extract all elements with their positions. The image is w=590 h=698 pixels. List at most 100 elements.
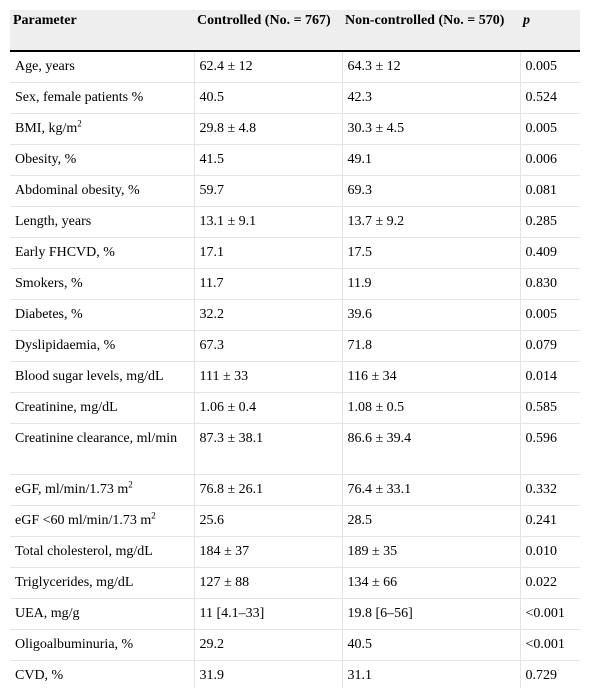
table-row: UEA, mg/g 11 [4.1–33] 19.8 [6–56] <0.001 <box>10 598 580 630</box>
data-table: Parameter Controlled (No. = 767) Non-con… <box>10 10 580 688</box>
parameter-label: Creatinine, mg/dL <box>15 400 118 415</box>
cell-p-value: 0.285 <box>519 206 580 238</box>
superscript: 2 <box>151 510 156 521</box>
cell-parameter: Creatinine clearance, ml/min <box>10 423 194 475</box>
cell-noncontrolled: 39.6 <box>341 299 520 331</box>
parameter-label: Triglycerides, mg/dL <box>15 575 134 590</box>
header-p: p <box>520 10 580 52</box>
cell-parameter: BMI, kg/m2 <box>10 113 194 145</box>
cell-p-value: <0.001 <box>519 629 580 661</box>
cell-p-value: 0.241 <box>519 505 580 537</box>
parameter-label: Blood sugar levels, mg/dL <box>15 369 164 384</box>
cell-controlled: 1.06 ± 0.4 <box>193 392 342 424</box>
cell-parameter: CVD, % <box>10 660 194 688</box>
cell-noncontrolled: 86.6 ± 39.4 <box>341 423 520 475</box>
cell-parameter: Age, years <box>10 51 194 83</box>
cell-parameter: Triglycerides, mg/dL <box>10 567 194 599</box>
cell-noncontrolled: 76.4 ± 33.1 <box>341 474 520 506</box>
cell-controlled: 31.9 <box>193 660 342 688</box>
cell-p-value: 0.596 <box>519 423 580 475</box>
cell-p-value: 0.005 <box>519 51 580 83</box>
cell-parameter: Oligoalbuminuria, % <box>10 629 194 661</box>
cell-controlled: 13.1 ± 9.1 <box>193 206 342 238</box>
cell-controlled: 41.5 <box>193 144 342 176</box>
cell-noncontrolled: 69.3 <box>341 175 520 207</box>
cell-p-value: 0.022 <box>519 567 580 599</box>
cell-p-value: 0.332 <box>519 474 580 506</box>
cell-controlled: 17.1 <box>193 237 342 269</box>
cell-noncontrolled: 28.5 <box>341 505 520 537</box>
parameter-label: eGF, ml/min/1.73 m <box>15 482 129 497</box>
superscript: 2 <box>77 118 82 129</box>
parameter-label: Obesity, % <box>15 152 77 167</box>
table-row: Smokers, % 11.7 11.9 0.830 <box>10 268 580 300</box>
superscript: 2 <box>128 479 133 490</box>
cell-controlled: 29.8 ± 4.8 <box>193 113 342 145</box>
parameter-label: Length, years <box>15 214 92 229</box>
header-row: Parameter Controlled (No. = 767) Non-con… <box>10 10 580 52</box>
cell-p-value: 0.079 <box>519 330 580 362</box>
cell-parameter: Blood sugar levels, mg/dL <box>10 361 194 393</box>
parameter-label: eGF <60 ml/min/1.73 m <box>15 513 152 528</box>
cell-controlled: 67.3 <box>193 330 342 362</box>
table-row: CVD, % 31.9 31.1 0.729 <box>10 660 580 688</box>
cell-p-value: 0.010 <box>519 536 580 568</box>
table-row: Obesity, % 41.5 49.1 0.006 <box>10 144 580 176</box>
cell-p-value: <0.001 <box>519 598 580 630</box>
cell-p-value: 0.524 <box>519 82 580 114</box>
table-row: Total cholesterol, mg/dL 184 ± 37 189 ± 35… <box>10 536 580 568</box>
parameter-label: BMI, kg/m <box>15 121 78 136</box>
cell-controlled: 11 [4.1–33] <box>193 598 342 630</box>
table-container: Parameter Controlled (No. = 767) Non-con… <box>10 10 580 688</box>
cell-p-value: 0.005 <box>519 299 580 331</box>
table-row: Triglycerides, mg/dL 127 ± 88 134 ± 66 0.02… <box>10 567 580 599</box>
table-row: eGF, ml/min/1.73 m2 76.8 ± 26.1 76.4 ± 33.… <box>10 474 580 506</box>
parameter-label: CVD, % <box>15 668 64 683</box>
cell-p-value: 0.014 <box>519 361 580 393</box>
table-row: Creatinine, mg/dL 1.06 ± 0.4 1.08 ± 0.5 0.5… <box>10 392 580 424</box>
cell-noncontrolled: 134 ± 66 <box>341 567 520 599</box>
cell-controlled: 127 ± 88 <box>193 567 342 599</box>
table-row: Diabetes, % 32.2 39.6 0.005 <box>10 299 580 331</box>
cell-noncontrolled: 116 ± 34 <box>341 361 520 393</box>
cell-noncontrolled: 49.1 <box>341 144 520 176</box>
cell-controlled: 111 ± 33 <box>193 361 342 393</box>
cell-controlled: 76.8 ± 26.1 <box>193 474 342 506</box>
cell-noncontrolled: 19.8 [6–56] <box>341 598 520 630</box>
cell-controlled: 11.7 <box>193 268 342 300</box>
cell-noncontrolled: 64.3 ± 12 <box>341 51 520 83</box>
cell-p-value: 0.585 <box>519 392 580 424</box>
cell-controlled: 184 ± 37 <box>193 536 342 568</box>
cell-noncontrolled: 30.3 ± 4.5 <box>341 113 520 145</box>
cell-parameter: Total cholesterol, mg/dL <box>10 536 194 568</box>
parameter-label: Diabetes, % <box>15 307 83 322</box>
cell-p-value: 0.005 <box>519 113 580 145</box>
cell-parameter: Creatinine, mg/dL <box>10 392 194 424</box>
cell-p-value: 0.081 <box>519 175 580 207</box>
table-row: BMI, kg/m2 29.8 ± 4.8 30.3 ± 4.5 0.005 <box>10 113 580 145</box>
cell-parameter: Sex, female patients % <box>10 82 194 114</box>
parameter-label: Smokers, % <box>15 276 83 291</box>
parameter-label: Early FHCVD, % <box>15 245 115 260</box>
parameter-label: Sex, female patients % <box>15 90 144 105</box>
cell-controlled: 87.3 ± 38.1 <box>193 423 342 475</box>
cell-p-value: 0.409 <box>519 237 580 269</box>
table-row: Dyslipidaemia, % 67.3 71.8 0.079 <box>10 330 580 362</box>
parameter-label: Dyslipidaemia, % <box>15 338 116 353</box>
table-row: Oligoalbuminuria, % 29.2 40.5 <0.001 <box>10 629 580 661</box>
cell-noncontrolled: 13.7 ± 9.2 <box>341 206 520 238</box>
cell-parameter: eGF <60 ml/min/1.73 m2 <box>10 505 194 537</box>
cell-parameter: eGF, ml/min/1.73 m2 <box>10 474 194 506</box>
cell-p-value: 0.830 <box>519 268 580 300</box>
cell-controlled: 62.4 ± 12 <box>193 51 342 83</box>
cell-controlled: 29.2 <box>193 629 342 661</box>
cell-parameter: UEA, mg/g <box>10 598 194 630</box>
parameter-label: Abdominal obesity, % <box>15 183 140 198</box>
cell-parameter: Diabetes, % <box>10 299 194 331</box>
cell-p-value: 0.006 <box>519 144 580 176</box>
header-controlled: Controlled (No. = 767) <box>194 10 342 52</box>
cell-parameter: Abdominal obesity, % <box>10 175 194 207</box>
table-row: Early FHCVD, % 17.1 17.5 0.409 <box>10 237 580 269</box>
parameter-label: Total cholesterol, mg/dL <box>15 544 153 559</box>
cell-controlled: 40.5 <box>193 82 342 114</box>
